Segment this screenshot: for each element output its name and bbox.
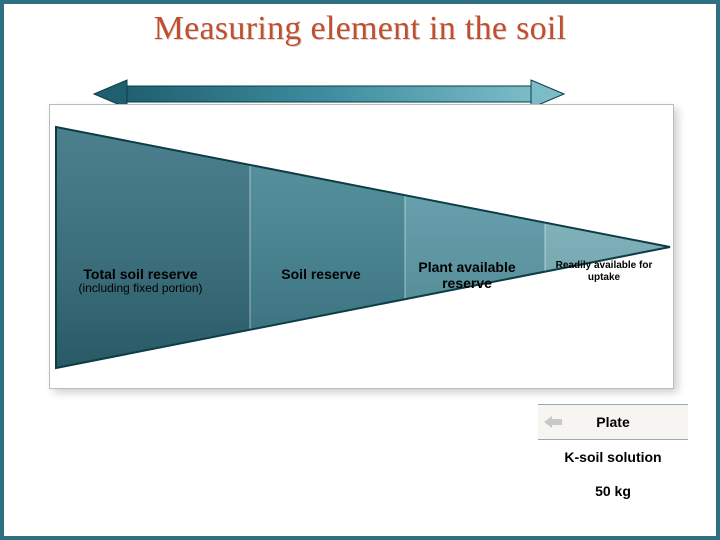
slide-frame: Measuring element in the soil xyxy=(0,0,720,540)
slide-title: Measuring element in the soil xyxy=(4,10,716,48)
figure-box xyxy=(49,104,674,389)
k-soil-solution-row: K-soil solution xyxy=(538,440,688,474)
label-total-soil-reserve-sub: (including fixed portion) xyxy=(58,282,223,296)
label-readily-available: Readily available for uptake xyxy=(544,260,664,283)
label-soil-reserve-main: Soil reserve xyxy=(256,266,386,282)
right-annotation-stack: Plate K-soil solution 50 kg xyxy=(538,404,688,508)
label-plant-available-main: Plant available reserve xyxy=(402,259,532,291)
plate-label: Plate xyxy=(596,414,629,430)
triangle-diagram xyxy=(50,105,675,390)
label-total-soil-reserve-main: Total soil reserve xyxy=(58,266,223,282)
label-total-soil-reserve: Total soil reserve (including fixed port… xyxy=(58,266,223,296)
left-arrow-icon xyxy=(544,416,562,428)
label-soil-reserve: Soil reserve xyxy=(256,266,386,282)
plate-row: Plate xyxy=(538,404,688,440)
mass-row: 50 kg xyxy=(538,474,688,508)
label-readily-available-main: Readily available for uptake xyxy=(544,260,664,283)
k-soil-solution-label: K-soil solution xyxy=(564,449,661,465)
label-plant-available-reserve: Plant available reserve xyxy=(402,259,532,291)
mass-label: 50 kg xyxy=(595,483,631,499)
